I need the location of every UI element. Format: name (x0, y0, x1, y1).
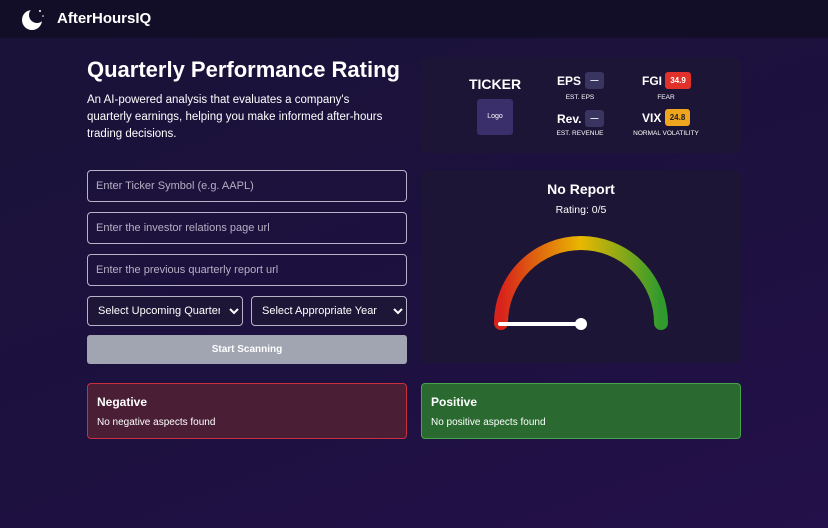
positive-title: Positive (431, 395, 478, 409)
quarter-select[interactable]: Select Upcoming Quarter (87, 296, 243, 326)
fgi-label: FGI (642, 74, 662, 88)
ticker-input[interactable] (87, 170, 407, 202)
report-url-input[interactable] (87, 254, 407, 286)
eps-label: EPS (557, 74, 582, 88)
eps-value: — (585, 72, 604, 89)
negative-text: No negative aspects found (97, 417, 216, 428)
brand[interactable]: AfterHoursIQ (57, 10, 152, 27)
rating-title: No Report (547, 181, 615, 197)
negative-title: Negative (97, 395, 148, 409)
page-title: Quarterly Performance Rating (87, 57, 400, 82)
fgi-caption: FEAR (657, 94, 675, 101)
vix-value: 24.8 (665, 109, 690, 126)
top-bar: AfterHoursIQ (0, 0, 828, 38)
negative-box: Negative No negative aspects found (87, 383, 407, 439)
rev-caption: EST. REVENUE (556, 130, 604, 137)
gauge-hub (575, 318, 587, 330)
gauge (494, 236, 668, 330)
eps-caption: EST. EPS (565, 94, 595, 101)
rating-card (421, 170, 741, 363)
ticker: TICKER (468, 76, 522, 92)
rev-value: — (585, 110, 604, 127)
logo-placeholder: Logo (477, 99, 513, 135)
positive-box: Positive No positive aspects found (421, 383, 741, 439)
ticker-card (421, 57, 741, 153)
description: An AI-powered analysis that evaluates a … (87, 94, 383, 140)
fgi-value: 34.9 (665, 72, 691, 89)
rev-label: Rev. (557, 112, 582, 126)
positive-text: No positive aspects found (431, 417, 546, 428)
gauge-arc (494, 236, 668, 330)
vix-label: VIX (642, 111, 662, 125)
ir-url-input[interactable] (87, 212, 407, 244)
rating-subtitle: Rating: 0/5 (555, 204, 607, 216)
scan-button[interactable]: Start Scanning (87, 335, 407, 364)
vix-caption: NORMAL VOLATILITY (633, 130, 699, 137)
year-select[interactable]: Select Appropriate Year (251, 296, 407, 326)
logo-icon (22, 7, 45, 30)
